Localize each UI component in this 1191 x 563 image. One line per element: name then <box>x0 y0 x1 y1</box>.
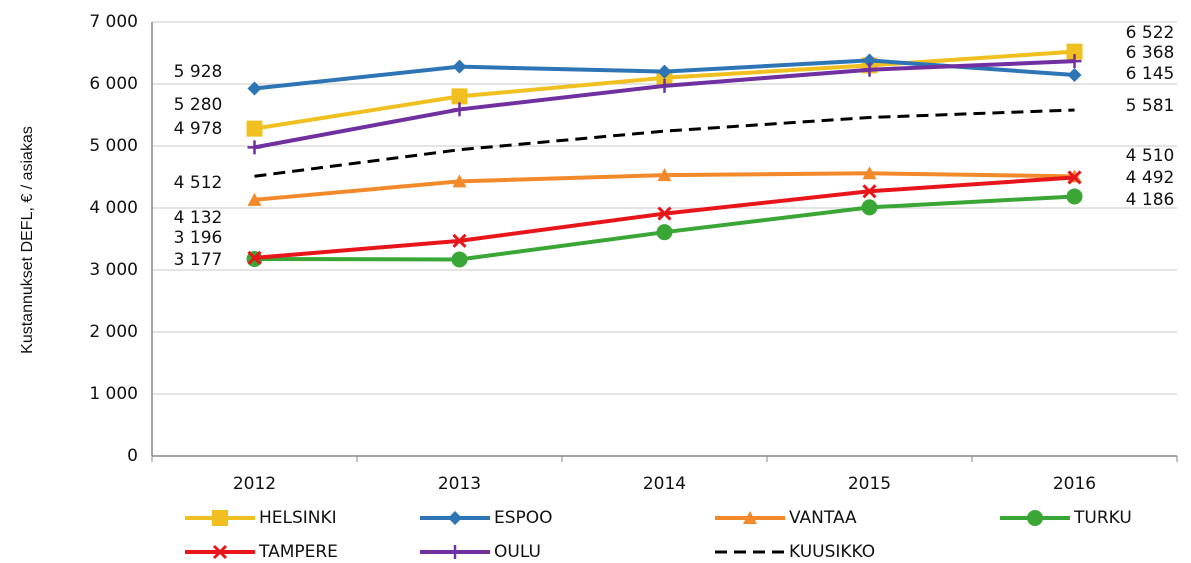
marker <box>448 545 462 559</box>
y-tick-label: 3 000 <box>89 260 138 280</box>
x-tick-label: 2016 <box>1053 474 1096 494</box>
marker <box>451 88 468 105</box>
marker <box>452 174 467 188</box>
data-label: 4 492 <box>1126 168 1175 188</box>
x-tick-label: 2015 <box>848 474 891 494</box>
marker <box>451 251 468 268</box>
legend-label: ESPOO <box>494 508 553 528</box>
data-label: 4 512 <box>174 173 223 193</box>
marker <box>1067 170 1082 185</box>
marker <box>212 544 228 560</box>
marker <box>1066 188 1083 205</box>
data-label: 6 522 <box>1126 23 1175 43</box>
marker <box>743 511 757 524</box>
marker <box>1027 510 1043 526</box>
data-label: 4 132 <box>174 208 223 228</box>
legend-item: KUUSIKKO <box>715 542 875 562</box>
marker <box>212 510 228 526</box>
marker <box>862 53 877 68</box>
data-label: 4 510 <box>1126 146 1175 166</box>
marker <box>862 166 877 180</box>
data-label: 4 186 <box>1126 190 1175 210</box>
marker <box>452 59 467 74</box>
x-tick-label: 2014 <box>643 474 686 494</box>
marker <box>452 233 467 248</box>
marker <box>452 102 467 117</box>
legend-item: OULU <box>420 542 541 562</box>
x-tick-label: 2013 <box>438 474 481 494</box>
y-tick-label: 1 000 <box>89 384 138 404</box>
legend-label: HELSINKI <box>259 508 337 528</box>
legend-label: OULU <box>494 542 541 562</box>
y-tick-label: 7 000 <box>89 12 138 32</box>
marker <box>246 120 263 137</box>
y-tick-label: 0 <box>127 446 138 466</box>
marker <box>862 62 877 77</box>
marker <box>1066 43 1083 60</box>
data-label: 5 280 <box>174 95 223 115</box>
data-label: 3 177 <box>174 250 223 270</box>
legend-label: TURKU <box>1073 508 1132 528</box>
marker <box>861 199 878 216</box>
x-tick-label: 2012 <box>233 474 276 494</box>
marker <box>247 250 262 265</box>
marker <box>657 64 672 79</box>
marker <box>448 511 462 525</box>
y-tick-label: 6 000 <box>89 74 138 94</box>
data-label: 5 928 <box>174 62 223 82</box>
marker <box>1067 54 1082 69</box>
marker <box>247 192 262 206</box>
y-axis-label: Kustannukset DEFL, € / asiakas <box>19 126 36 354</box>
y-tick-label: 4 000 <box>89 198 138 218</box>
legend-item: HELSINKI <box>185 508 337 528</box>
marker <box>657 168 672 182</box>
legend-label: KUUSIKKO <box>789 542 875 562</box>
series-line <box>254 108 1075 178</box>
data-label: 3 196 <box>174 228 223 248</box>
data-label: 4 978 <box>174 119 223 139</box>
marker <box>657 206 672 221</box>
marker <box>247 81 262 96</box>
legend-item: ESPOO <box>420 508 553 528</box>
legend-label: TAMPERE <box>258 542 338 562</box>
legend-label: VANTAA <box>789 508 857 528</box>
legend-item: TURKU <box>1000 508 1132 528</box>
marker <box>656 224 673 241</box>
y-tick-label: 2 000 <box>89 322 138 342</box>
data-label: 5 581 <box>1126 96 1175 116</box>
marker <box>1067 68 1082 83</box>
marker <box>657 78 672 93</box>
legend-item: VANTAA <box>715 508 857 528</box>
legend-item: TAMPERE <box>185 542 338 562</box>
marker <box>862 184 877 199</box>
marker <box>247 140 262 155</box>
data-label: 6 368 <box>1126 43 1175 63</box>
data-label: 6 145 <box>1126 64 1175 84</box>
y-tick-label: 5 000 <box>89 136 138 156</box>
